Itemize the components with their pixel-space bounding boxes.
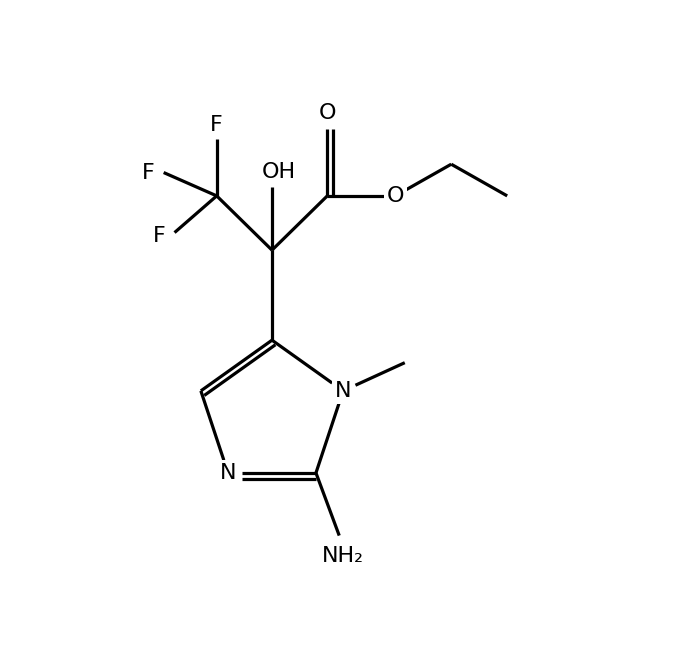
- Text: N: N: [220, 463, 236, 483]
- Text: F: F: [142, 163, 155, 183]
- Text: OH: OH: [262, 162, 296, 182]
- Text: F: F: [210, 115, 223, 135]
- Text: O: O: [318, 103, 336, 123]
- Text: F: F: [153, 226, 166, 246]
- Text: O: O: [386, 186, 404, 206]
- Text: N: N: [335, 381, 352, 401]
- Text: NH₂: NH₂: [322, 546, 364, 566]
